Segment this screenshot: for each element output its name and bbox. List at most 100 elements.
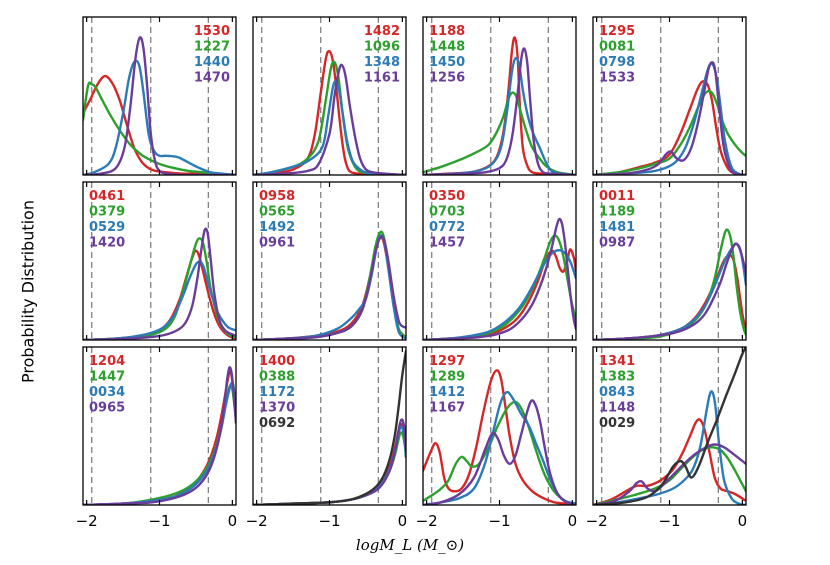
legend-label-1341: 1341 <box>599 354 635 369</box>
series-curve-0029 <box>593 347 746 505</box>
series-curve-1172 <box>253 425 406 505</box>
legend-label-1289: 1289 <box>429 370 465 385</box>
x-tick-label: 0 <box>228 512 238 530</box>
legend-label-0529: 0529 <box>89 220 125 235</box>
legend-label-1096: 1096 <box>364 40 400 55</box>
legend-label-0565: 0565 <box>259 205 295 220</box>
x-tick-label: 0 <box>398 512 408 530</box>
x-tick-label: −2 <box>416 512 438 530</box>
series-curve-1440 <box>83 59 236 175</box>
legend-label-1297: 1297 <box>429 354 465 369</box>
legend-label-1457: 1457 <box>429 236 465 251</box>
x-tick-label: −2 <box>76 512 98 530</box>
x-tick-label: −1 <box>658 512 680 530</box>
series-curve-1412 <box>423 390 576 505</box>
curves-group <box>423 369 576 505</box>
legend-label-1492: 1492 <box>259 220 295 235</box>
x-tick-label: −1 <box>148 512 170 530</box>
legend-label-1420: 1420 <box>89 236 125 251</box>
legend-label-0379: 0379 <box>89 205 125 220</box>
series-curve-1297 <box>423 369 576 505</box>
legend-label-1383: 1383 <box>599 370 635 385</box>
series-curve-1450 <box>423 56 576 175</box>
legend-label-1227: 1227 <box>194 40 230 55</box>
legend-label-0843: 0843 <box>599 385 635 400</box>
legend-label-0029: 0029 <box>599 416 635 431</box>
legend-label-0798: 0798 <box>599 55 635 70</box>
curves-group <box>423 36 576 175</box>
legend-label-1412: 1412 <box>429 385 465 400</box>
curves-group <box>253 349 406 505</box>
series-curve-0772 <box>423 248 576 340</box>
x-tick-label: 0 <box>738 512 748 530</box>
legend-label-1172: 1172 <box>259 385 295 400</box>
series-curve-0529 <box>83 260 236 340</box>
series-curve-1256 <box>423 47 576 175</box>
x-tick-label: −2 <box>586 512 608 530</box>
legend-label-0965: 0965 <box>89 401 125 416</box>
legend-label-1400: 1400 <box>259 354 295 369</box>
series-curve-0843 <box>593 390 746 505</box>
series-curve-1481 <box>593 242 746 340</box>
series-curve-1148 <box>593 443 746 505</box>
legend-label-1450: 1450 <box>429 55 465 70</box>
legend-label-0011: 0011 <box>599 189 635 204</box>
x-tick-label: −1 <box>318 512 340 530</box>
series-curve-1348 <box>253 80 406 175</box>
curves-group <box>83 227 236 340</box>
legend-label-0034: 0034 <box>89 385 125 400</box>
x-tick-label: −2 <box>246 512 268 530</box>
legend-label-0081: 0081 <box>599 40 635 55</box>
legend-label-1204: 1204 <box>89 354 125 369</box>
legend-label-1470: 1470 <box>194 71 230 86</box>
legend-label-1256: 1256 <box>429 71 465 86</box>
legend-label-1295: 1295 <box>599 24 635 39</box>
curves-group <box>593 228 746 340</box>
legend-label-1447: 1447 <box>89 370 125 385</box>
curves-group <box>253 49 406 175</box>
series-curve-0958 <box>253 236 406 340</box>
series-curve-1289 <box>423 400 576 505</box>
series-curve-0388 <box>253 431 406 505</box>
series-curve-1420 <box>83 227 236 340</box>
legend-label-1440: 1440 <box>194 55 230 70</box>
legend-label-0350: 0350 <box>429 189 465 204</box>
legend-label-0388: 0388 <box>259 370 295 385</box>
x-tick-label: 0 <box>568 512 578 530</box>
series-curve-1533 <box>593 61 746 175</box>
legend-label-0772: 0772 <box>429 220 465 235</box>
series-curve-1370 <box>253 418 406 505</box>
legend-label-1188: 1188 <box>429 24 465 39</box>
legend-label-0703: 0703 <box>429 205 465 220</box>
legend-label-0692: 0692 <box>259 416 295 431</box>
legend-label-0987: 0987 <box>599 236 635 251</box>
y-axis-label: Probability Distribution <box>18 200 38 384</box>
legend-label-1482: 1482 <box>364 24 400 39</box>
x-axis-label: logM_L (M_⊙) <box>355 536 465 554</box>
legend-label-1148: 1148 <box>599 401 635 416</box>
x-tick-label: −1 <box>488 512 510 530</box>
legend-label-1348: 1348 <box>364 55 400 70</box>
legend-label-1448: 1448 <box>429 40 465 55</box>
curves-group <box>253 230 406 340</box>
legend-label-1530: 1530 <box>194 24 230 39</box>
series-curve-0961 <box>253 235 406 340</box>
curves-group <box>593 347 746 505</box>
legend-label-1161: 1161 <box>364 71 400 86</box>
legend-label-1167: 1167 <box>429 401 465 416</box>
series-curve-1400 <box>253 422 406 505</box>
legend-label-1370: 1370 <box>259 401 295 416</box>
series-curve-1530 <box>83 74 236 175</box>
